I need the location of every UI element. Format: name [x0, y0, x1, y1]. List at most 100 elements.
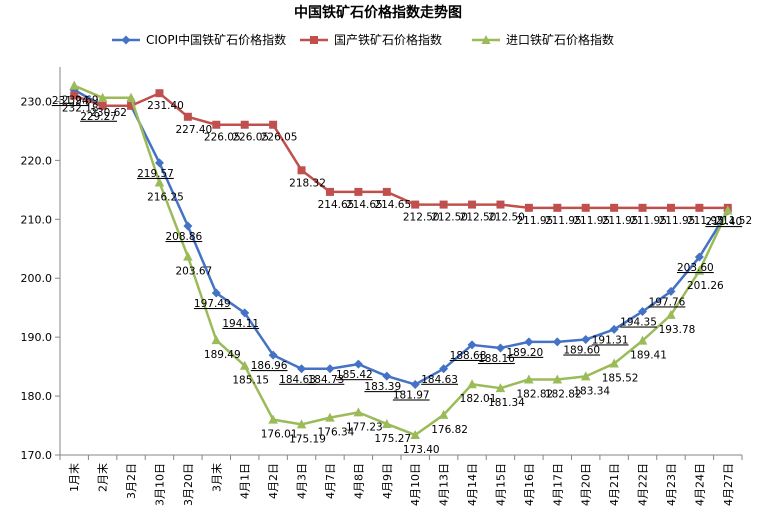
data-point-diamond [638, 307, 648, 317]
data-point-diamond [325, 364, 335, 374]
data-label: 211.52 [715, 215, 752, 227]
data-point-square [325, 187, 334, 196]
legend: CIOPI中国铁矿石价格指数 国产铁矿石价格指数 进口铁矿石价格指数 [112, 32, 614, 47]
x-tick-label: 4月27日 [722, 463, 735, 506]
legend-item-imported: 进口铁矿石价格指数 [472, 32, 614, 47]
data-point-square [439, 200, 448, 209]
data-label: 212.50 [431, 212, 468, 224]
data-label: 212.50 [460, 212, 497, 224]
data-point-diamond [353, 359, 363, 369]
axes: 170.0 180.0 190.0 200.0 210.0 220.0 230.0 1月末 2月… [21, 67, 743, 506]
x-tick-label: 3月2日 [125, 463, 138, 499]
x-tick-label: 4月20日 [580, 463, 593, 506]
legend-label-domestic: 国产铁矿石价格指数 [334, 32, 442, 47]
x-tick-label: 2月末 [96, 463, 110, 492]
data-point-triangle [524, 374, 534, 384]
data-point-square [468, 200, 477, 209]
data-point-square [354, 187, 363, 196]
data-label: 181.97 [393, 389, 430, 401]
data-point-square [155, 89, 164, 98]
data-label: 230.62 [90, 107, 127, 119]
data-point-triangle [211, 335, 222, 345]
data-point-triangle [183, 251, 193, 261]
data-label: 184.63 [421, 374, 458, 386]
y-tick-label: 210.0 [21, 213, 53, 226]
x-tick-label: 4月24日 [693, 463, 706, 506]
data-point-square [98, 101, 107, 110]
x-tick-label: 4月3日 [296, 463, 309, 499]
data-point-diamond [694, 252, 704, 262]
x-tick-label: 4月7日 [324, 463, 337, 499]
data-point-triangle [69, 80, 80, 90]
data-point-square [382, 187, 391, 196]
data-point-square [524, 203, 533, 212]
data-label: 231.94 [52, 95, 89, 107]
legend-label-ciopi: CIOPI中国铁矿石价格指数 [146, 32, 286, 47]
data-point-triangle [438, 409, 449, 419]
legend-marker-imported [481, 35, 491, 44]
y-tick-label: 220.0 [21, 154, 53, 167]
legend-item-ciopi: CIOPI中国铁矿石价格指数 [112, 32, 286, 47]
y-tick-label: 230.0 [21, 95, 53, 108]
legend-label-imported: 进口铁矿石价格指数 [506, 32, 614, 47]
data-point-square [581, 203, 590, 212]
data-point-triangle [126, 92, 136, 102]
data-label: 181.34 [488, 397, 525, 409]
data-label: 197.76 [649, 296, 686, 308]
data-label: 212.50 [403, 212, 440, 224]
data-point-triangle [154, 177, 165, 187]
data-label: 226.05 [232, 132, 269, 144]
data-label: 176.82 [431, 424, 468, 436]
x-tick-label: 3月末 [209, 463, 223, 492]
data-point-triangle [495, 383, 506, 393]
data-point-diamond [240, 308, 250, 318]
data-point-triangle [410, 429, 421, 439]
data-point-square [695, 203, 704, 212]
data-label: 186.96 [251, 360, 288, 372]
data-label: 182.82 [545, 388, 582, 400]
data-label: 182.01 [460, 393, 497, 405]
data-label: 203.60 [677, 262, 714, 274]
data-point-diamond [410, 379, 420, 389]
data-label: 211.40 [705, 216, 742, 228]
data-label: 194.35 [620, 317, 657, 329]
x-tick-label: 4月22日 [637, 463, 650, 506]
data-point-diamond [297, 364, 307, 374]
data-point-triangle [552, 374, 563, 384]
data-point-square [411, 200, 420, 209]
data-label: 201.26 [687, 280, 724, 292]
data-point-triangle [296, 419, 307, 429]
data-label: 189.20 [507, 347, 544, 359]
data-point-diamond [524, 337, 534, 347]
data-point-diamond [552, 337, 562, 347]
data-label: 189.41 [630, 350, 667, 362]
x-tick-label: 4月9日 [381, 463, 394, 499]
data-label: 211.95 [517, 215, 554, 227]
data-point-square [553, 203, 562, 212]
data-label: 203.67 [176, 266, 213, 278]
data-point-square [610, 203, 619, 212]
data-label: 182.82 [517, 388, 554, 400]
x-tick-label: 4月13日 [438, 463, 451, 506]
data-point-triangle [381, 418, 392, 428]
data-label: 229.27 [80, 111, 117, 123]
legend-item-domestic: 国产铁矿石价格指数 [300, 32, 442, 47]
data-label: 184.63 [279, 374, 316, 386]
data-label: 226.05 [261, 132, 298, 144]
data-label: 185.42 [336, 369, 373, 381]
data-point-triangle [694, 265, 705, 275]
data-point-diamond [495, 343, 505, 353]
data-point-diamond [439, 364, 449, 374]
data-point-diamond [382, 371, 392, 381]
data-point-triangle [609, 358, 619, 368]
data-point-diamond [581, 335, 591, 345]
data-label: 177.23 [346, 421, 383, 433]
data-point-diamond [154, 158, 164, 168]
y-tick-label: 190.0 [21, 331, 53, 344]
x-tick-label: 4月14日 [466, 463, 479, 506]
x-tick-label: 4月23日 [665, 463, 678, 506]
y-tick-label: 180.0 [21, 390, 53, 403]
data-point-triangle [637, 335, 648, 345]
data-label: 211.95 [630, 215, 667, 227]
data-point-square [183, 112, 192, 121]
